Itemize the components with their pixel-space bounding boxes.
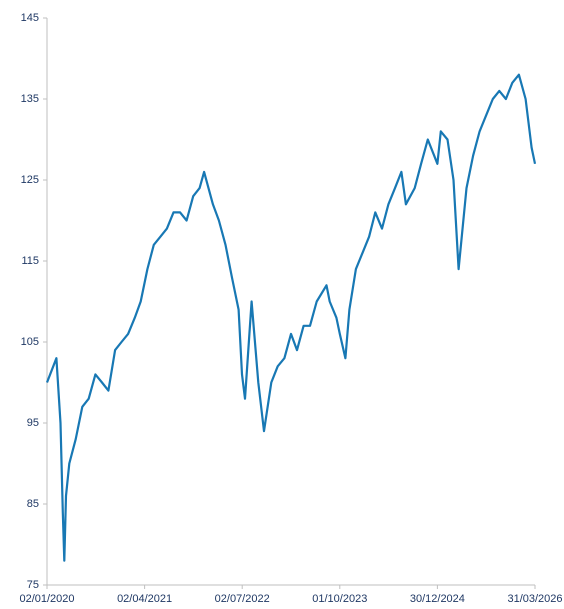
x-tick-label: 30/12/2024 — [410, 593, 465, 604]
x-tick-label: 31/03/2026 — [507, 593, 562, 604]
x-tick-label: 01/10/2023 — [312, 593, 367, 604]
y-tick-label: 135 — [21, 93, 39, 105]
y-tick-label: 75 — [27, 579, 39, 591]
y-tick-label: 115 — [21, 255, 39, 267]
y-tick-label: 85 — [27, 498, 39, 510]
x-tick-label: 02/04/2021 — [117, 593, 172, 604]
x-tick-label: 02/07/2022 — [215, 593, 270, 604]
y-tick-label: 95 — [27, 417, 39, 429]
line — [45, 73, 537, 562]
y-tick-label: 105 — [21, 336, 39, 348]
x-tick-label: 02/01/2020 — [19, 593, 74, 604]
y-tick-label: 125 — [21, 174, 39, 186]
y-tick-label: 145 — [21, 12, 39, 24]
